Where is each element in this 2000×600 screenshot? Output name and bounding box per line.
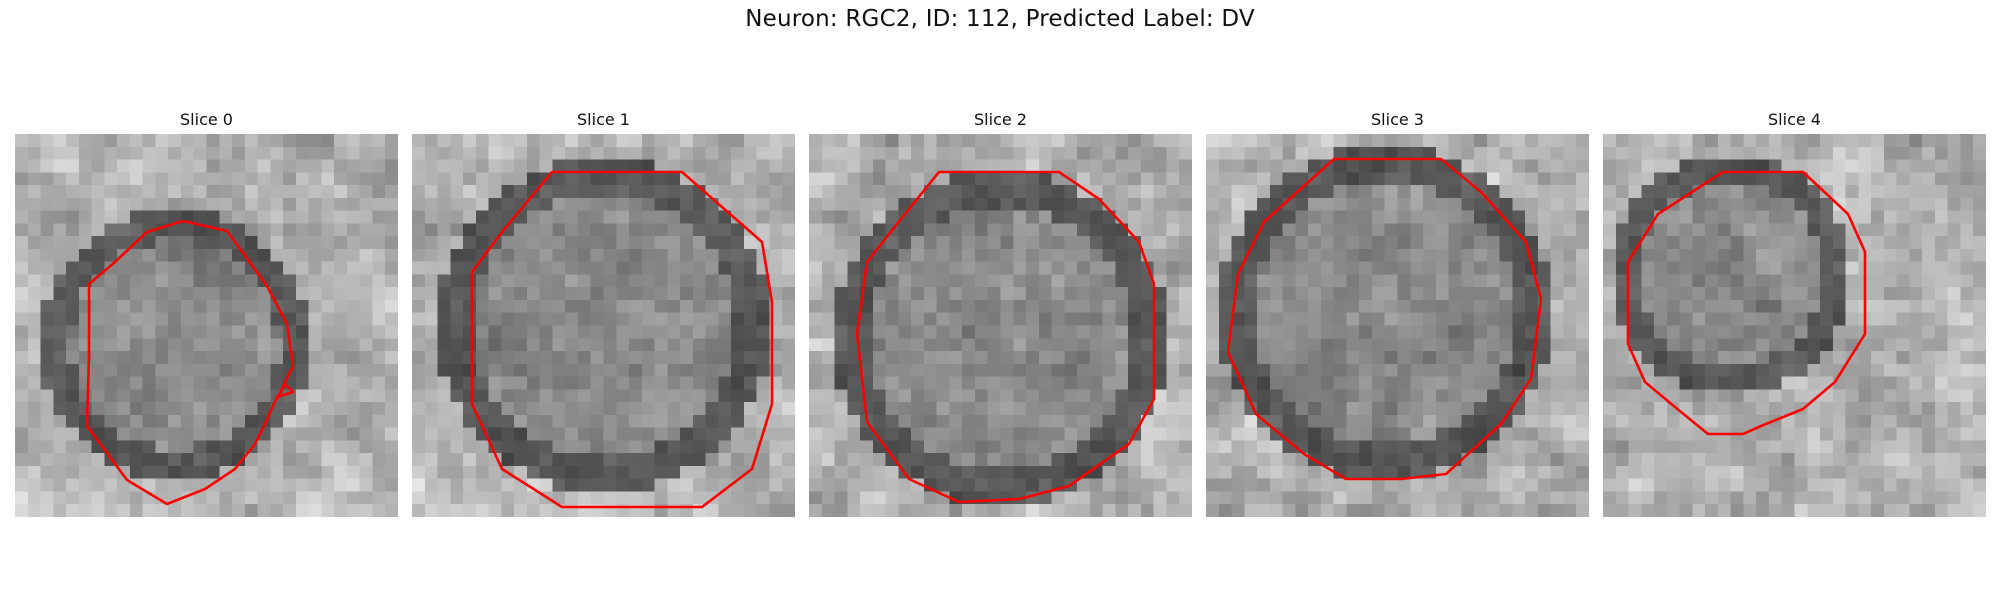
- microscopy-patch-3: [1206, 134, 1589, 517]
- contour-outline-2: [855, 170, 1156, 504]
- slice-panel-2: Slice 2: [809, 107, 1192, 517]
- contour-outline-1: [470, 170, 774, 509]
- roi-contour-0: [85, 219, 295, 506]
- slice-title-3: Slice 3: [1371, 110, 1424, 129]
- contour-outline-0: [85, 219, 295, 506]
- roi-contour-2: [855, 170, 1156, 504]
- slice-image-1: [412, 134, 795, 517]
- contour-outline-3: [1226, 157, 1543, 481]
- slice-title-1: Slice 1: [577, 110, 630, 129]
- slice-image-4: [1603, 134, 1986, 517]
- contour-outline-4: [1626, 170, 1867, 436]
- roi-contour-1: [470, 170, 774, 509]
- roi-contour-4: [1626, 170, 1867, 436]
- figure-title: Neuron: RGC2, ID: 112, Predicted Label: …: [745, 6, 1255, 32]
- slice-title-2: Slice 2: [974, 110, 1027, 129]
- slice-panel-4: Slice 4: [1603, 107, 1986, 517]
- microscopy-patch-1: [412, 134, 795, 517]
- slice-panel-1: Slice 1: [412, 107, 795, 517]
- slice-title-4: Slice 4: [1768, 110, 1821, 129]
- microscopy-patch-2: [809, 134, 1192, 517]
- microscopy-patch-4: [1603, 134, 1986, 517]
- roi-contour-3: [1226, 157, 1543, 481]
- microscopy-patch-0: [15, 134, 398, 517]
- slice-image-3: [1206, 134, 1589, 517]
- slice-panel-0: Slice 0: [15, 107, 398, 517]
- slice-image-2: [809, 134, 1192, 517]
- slice-image-0: [15, 134, 398, 517]
- slice-panel-3: Slice 3: [1206, 107, 1589, 517]
- slice-title-0: Slice 0: [180, 110, 233, 129]
